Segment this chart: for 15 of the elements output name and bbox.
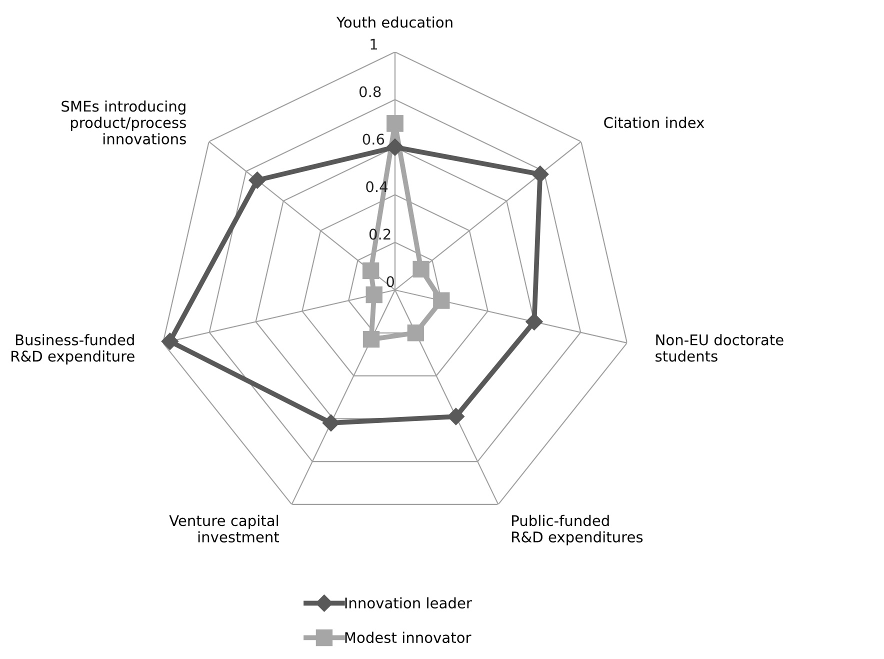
y-tick-label: 0.6 bbox=[362, 134, 384, 145]
y-tick-label: 0.4 bbox=[366, 181, 388, 192]
legend-label: Innovation leader bbox=[345, 597, 472, 609]
y-tick-label: 0.8 bbox=[359, 86, 381, 98]
spoke-label: Public-funded R&D expenditures bbox=[512, 514, 643, 546]
legend-label: Modest innovator bbox=[345, 632, 472, 644]
spoke-label: Non-EU doctorate students bbox=[656, 334, 784, 362]
y-tick-label: 1 bbox=[370, 38, 378, 50]
spoke-label: Venture capital investment bbox=[169, 514, 280, 542]
spoke-label: Citation index bbox=[604, 116, 704, 128]
spoke-label: SMEs introducing product/process innovations bbox=[62, 100, 186, 144]
spoke-label: Youth education bbox=[336, 16, 452, 28]
y-tick-label: 0 bbox=[386, 276, 394, 288]
y-tick-label: 0.2 bbox=[369, 228, 390, 240]
spoke-label: Business-funded R&D expenditure bbox=[12, 334, 134, 365]
